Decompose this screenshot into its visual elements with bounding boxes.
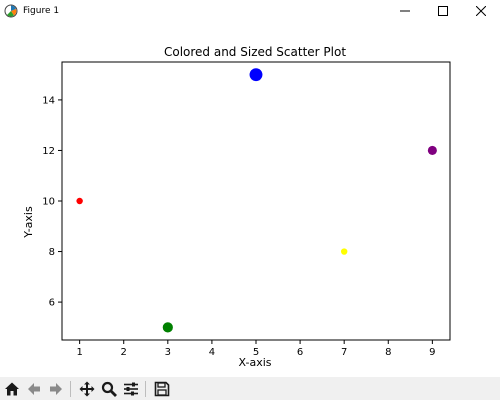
close-icon [476,6,486,16]
x-tick-label: 5 [253,347,259,358]
navigation-toolbar [0,377,500,400]
minimize-icon [400,10,410,12]
scatter-point [427,145,437,156]
y-tick-label: 8 [49,247,55,258]
x-axis: 1 2 3 4 5 6 7 8 9 [76,340,436,358]
home-icon [5,382,19,395]
forward-arrow-icon [50,382,62,395]
maximize-button[interactable] [424,0,462,22]
minimize-button[interactable] [386,0,424,22]
y-axis: 6 8 10 12 14 [42,95,62,309]
back-arrow-icon [28,382,40,395]
configure-subplots-button[interactable] [121,379,141,399]
scatter-point [162,322,173,333]
x-axis-label: X-axis [239,356,272,369]
x-tick-label: 1 [76,347,82,358]
configure-subplots-icon [124,382,138,395]
scatter-point [340,248,348,255]
chart-title: Colored and Sized Scatter Plot [164,45,346,59]
maximize-icon [438,6,448,16]
x-tick-label: 8 [385,347,391,358]
zoom-icon [101,381,117,397]
y-tick-label: 12 [42,146,55,157]
scatter-point [76,197,83,205]
matplotlib-figure-icon [4,4,18,18]
y-tick-label: 10 [42,197,55,208]
scatter-point [249,68,263,82]
forward-button[interactable] [46,379,66,399]
x-tick-label: 6 [297,347,303,358]
pan-icon [79,381,95,396]
x-tick-label: 9 [429,347,435,358]
x-tick-label: 7 [341,347,347,358]
data-points [76,68,437,333]
home-button[interactable] [2,379,22,399]
save-button[interactable] [152,379,172,399]
window-titlebar: Figure 1 [0,0,500,22]
zoom-button[interactable] [99,379,119,399]
y-axis-label: Y-axis [22,206,35,239]
toolbar-separator [145,380,146,397]
save-icon [154,381,170,396]
toolbar-separator [70,380,71,397]
y-tick-label: 6 [49,298,55,309]
x-tick-label: 3 [165,347,171,358]
window-title: Figure 1 [23,6,60,16]
pan-button[interactable] [77,379,97,399]
back-button[interactable] [24,379,44,399]
close-button[interactable] [462,0,500,22]
y-tick-label: 14 [42,95,55,106]
x-tick-label: 4 [209,347,215,358]
x-tick-label: 2 [121,347,127,358]
plot-area [61,61,451,341]
